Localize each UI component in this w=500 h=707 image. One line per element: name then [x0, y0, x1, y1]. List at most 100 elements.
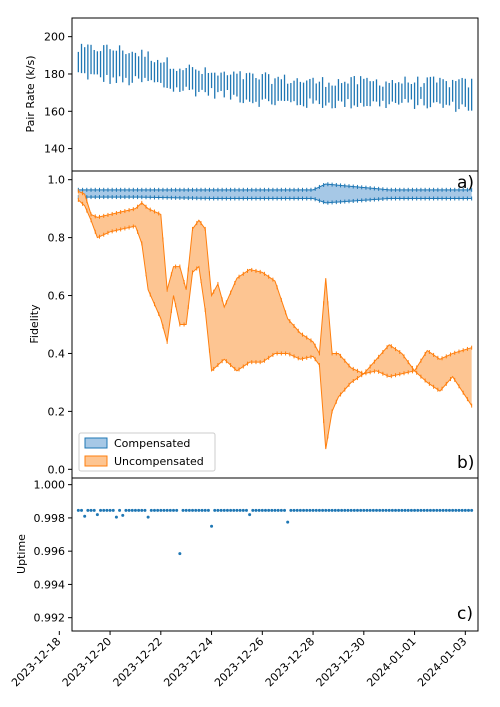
uptime-point — [346, 508, 350, 512]
uptime-point — [295, 508, 299, 512]
uptime-point — [330, 508, 334, 512]
x-tick-label: 2023-12-26 — [212, 635, 266, 689]
y-tick-label: 160 — [44, 105, 65, 118]
x-tick-label: 2023-12-22 — [111, 635, 165, 689]
y-tick-label: 0.996 — [34, 545, 66, 558]
uptime-point — [435, 508, 439, 512]
uptime-point — [352, 508, 356, 512]
uptime-point — [184, 508, 188, 512]
panel-a-yticks: 140 160 180 200 — [44, 31, 72, 156]
uptime-point — [140, 508, 144, 512]
uptime-point — [216, 508, 220, 512]
uptime-point — [454, 508, 458, 512]
uptime-point — [400, 508, 404, 512]
uptime-point — [403, 508, 407, 512]
uptime-point — [121, 513, 125, 517]
uptime-point — [232, 508, 236, 512]
uptime-point — [156, 508, 160, 512]
y-tick-label: 1.000 — [34, 479, 66, 492]
uptime-point — [76, 508, 80, 512]
uptime-point — [416, 508, 420, 512]
uptime-point — [168, 508, 172, 512]
panel-c-series — [76, 508, 474, 556]
uptime-point — [80, 508, 84, 512]
uptime-point — [108, 508, 112, 512]
y-tick-label: 200 — [44, 31, 65, 44]
x-tick-label: 2023-12-30 — [314, 635, 368, 689]
uptime-point — [466, 508, 470, 512]
uptime-point — [419, 508, 423, 512]
uptime-point — [99, 508, 103, 512]
y-tick-label: 0.994 — [34, 578, 66, 591]
x-tick-label: 2023-12-28 — [263, 635, 317, 689]
uptime-point — [130, 508, 134, 512]
uptime-point — [438, 508, 442, 512]
uptime-point — [238, 508, 242, 512]
uptime-point — [359, 508, 363, 512]
legend-box — [78, 432, 216, 472]
uptime-point — [263, 508, 267, 512]
uptime-point — [143, 508, 147, 512]
uptime-point — [270, 508, 274, 512]
uptime-point — [118, 508, 122, 512]
x-tick-label: 2024-01-01 — [364, 635, 418, 689]
uptime-point — [92, 508, 96, 512]
uptime-point — [203, 508, 207, 512]
uptime-point — [371, 508, 375, 512]
uptime-point — [302, 508, 306, 512]
uptime-point — [197, 508, 201, 512]
uptime-point — [375, 508, 378, 512]
uptime-point — [298, 508, 302, 512]
uncompensated-band — [78, 191, 472, 450]
panel-a: 140 160 180 200 Pair Rate (k/s) a) — [24, 17, 479, 193]
panel-a-ylabel: Pair Rate (k/s) — [24, 55, 37, 132]
uptime-point — [413, 508, 417, 512]
uptime-point — [187, 508, 191, 512]
uptime-point — [95, 513, 99, 517]
uptime-point — [397, 508, 401, 512]
uptime-point — [314, 508, 318, 512]
panel-a-tag: a) — [457, 173, 474, 193]
uptime-point — [432, 508, 436, 512]
uptime-point — [152, 508, 156, 512]
uptime-point — [283, 508, 287, 512]
uptime-point — [292, 508, 296, 512]
compensated-edge-lo — [78, 196, 472, 204]
panel-b-series — [77, 182, 473, 450]
uptime-point — [447, 508, 451, 512]
uptime-point — [194, 508, 198, 512]
legend-swatch-compensated — [84, 437, 108, 449]
uptime-point — [114, 515, 118, 519]
uptime-point — [273, 508, 277, 512]
uptime-point — [425, 508, 429, 512]
legend-swatch-uncompensated — [84, 455, 108, 467]
y-tick-label: 0.8 — [48, 232, 66, 245]
panel-c-ylabel: Uptime — [15, 534, 28, 574]
uptime-point — [175, 508, 179, 512]
uptime-point — [248, 513, 252, 517]
uptime-point — [89, 508, 93, 512]
uncompensated-edge-lo — [78, 199, 473, 450]
uncompensated-edge-hi — [78, 190, 472, 375]
uptime-point — [378, 508, 382, 512]
uptime-point — [83, 514, 87, 518]
uptime-point — [457, 508, 461, 512]
uptime-point — [336, 508, 340, 512]
uptime-point — [324, 508, 328, 512]
uptime-point — [276, 508, 280, 512]
y-tick-label: 1.0 — [48, 174, 66, 187]
uptime-point — [470, 508, 474, 512]
panel-b-legend: Compensated Uncompensated — [78, 432, 216, 472]
uptime-point — [305, 508, 309, 512]
panel-b-tag: b) — [457, 453, 474, 473]
uptime-point — [333, 508, 337, 512]
uptime-point — [368, 508, 372, 512]
uptime-point — [191, 508, 195, 512]
uptime-point — [441, 508, 445, 512]
uptime-point — [111, 508, 115, 512]
uptime-point — [387, 508, 391, 512]
uptime-point — [260, 508, 264, 512]
uptime-point — [289, 508, 293, 512]
y-tick-label: 0.2 — [48, 405, 66, 418]
